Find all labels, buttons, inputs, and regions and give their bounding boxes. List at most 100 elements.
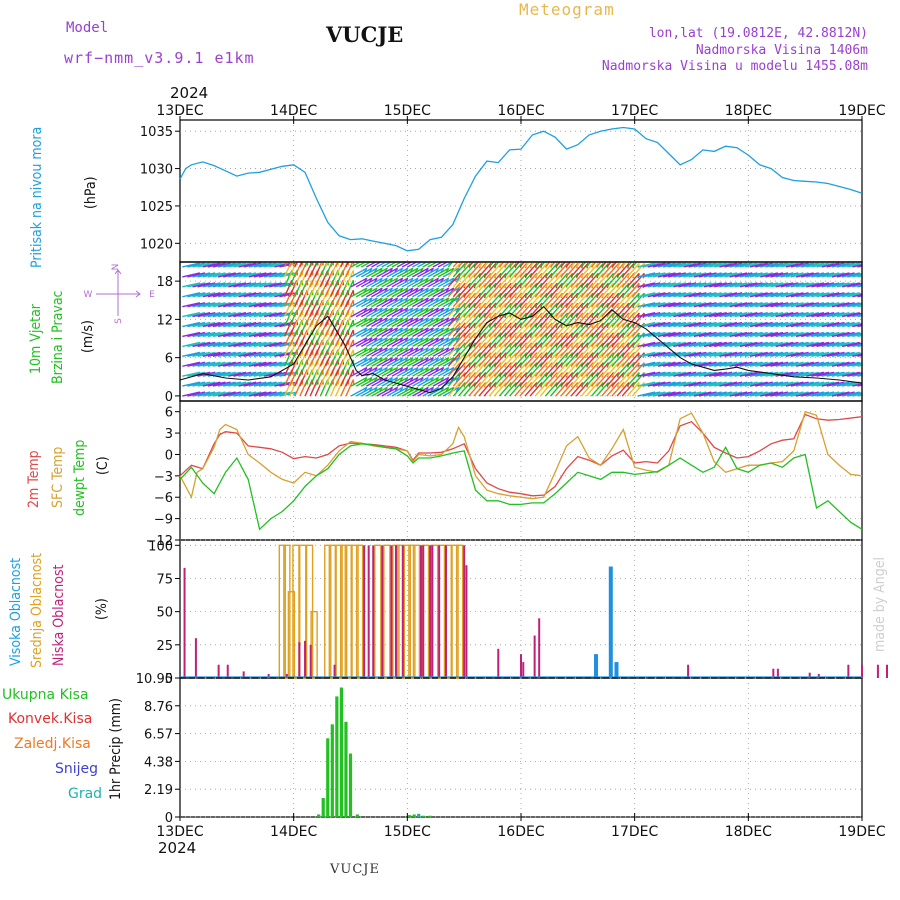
mid-cloud-bar xyxy=(344,544,352,679)
rain-bar xyxy=(408,815,412,817)
legend-konvek: Konvek.Kisa xyxy=(8,711,93,727)
mid-cloud-bar xyxy=(335,544,343,679)
x-tick-label-top: 13DEC xyxy=(156,103,203,119)
wind-speed-line xyxy=(179,305,863,394)
meteogram-label: Meteogram xyxy=(519,0,615,19)
rain-bar xyxy=(412,814,416,817)
low-cloud-bar xyxy=(372,545,375,678)
rain-bar xyxy=(421,815,425,817)
low-cloud-bar xyxy=(183,567,186,678)
x-tick-label-bottom: 14DEC xyxy=(270,824,317,840)
x-tick-label-top: 19DEC xyxy=(838,103,885,119)
model-elevation-label: Nadmorska Visina u modelu 1455.08m xyxy=(601,59,868,74)
low-cloud-bar xyxy=(497,648,500,678)
rain-bar xyxy=(428,815,432,817)
low-cloud-bar xyxy=(772,668,775,678)
rain-bar xyxy=(330,724,334,817)
compass-east: E xyxy=(149,290,155,300)
rain-bar xyxy=(339,687,344,817)
mid-cloud-bar xyxy=(292,544,300,679)
compass-west: W xyxy=(84,290,93,300)
legend-grad: Grad xyxy=(68,786,103,802)
low-cloud-bar xyxy=(847,664,850,678)
low-cloud-bar xyxy=(226,664,229,678)
low-cloud-bar xyxy=(394,545,397,678)
model-label: Model xyxy=(66,20,109,36)
mid-cloud-bar xyxy=(355,544,364,679)
mid-cloud-bar xyxy=(383,544,391,679)
legend-zaledj: Zaledj.Kisa xyxy=(14,736,91,752)
y-tick-label: 6 xyxy=(165,352,173,367)
low-cloud-bar xyxy=(285,674,288,678)
rain-bar xyxy=(335,696,339,817)
low-cloud-bar xyxy=(808,672,811,678)
low-cloud-bar xyxy=(463,545,466,678)
rain-bar xyxy=(344,721,348,817)
y-tick-label: 3 xyxy=(165,427,173,442)
low-cloud-bar xyxy=(431,545,434,678)
y-tick-label: 1025 xyxy=(140,200,173,215)
low-cloud-bar xyxy=(465,565,468,678)
pressure-line xyxy=(179,126,863,252)
y-tick-label: 0 xyxy=(165,672,173,687)
low-cloud-bar xyxy=(217,664,220,678)
low-cloud-bar xyxy=(520,654,522,678)
rain-bar xyxy=(326,738,330,817)
y-tick-label: 100 xyxy=(148,539,173,554)
low-cloud-bar xyxy=(522,662,525,678)
x-tick-label-bottom: 16DEC xyxy=(497,824,544,840)
x-tick-label-bottom: 17DEC xyxy=(611,824,658,840)
rain-bar xyxy=(317,814,321,817)
low-cloud-bar xyxy=(367,545,370,678)
y-tick-label: 0 xyxy=(165,390,173,405)
y-tick-label: 1030 xyxy=(140,163,173,178)
low-cloud-bar xyxy=(309,644,312,678)
low-cloud-bar xyxy=(304,640,307,678)
high-cloud-bar xyxy=(614,662,619,678)
low-cloud-bar xyxy=(401,545,404,678)
low-cloud-bar xyxy=(419,545,422,678)
year-bottom: 2024 xyxy=(158,839,197,857)
low-cloud-bar xyxy=(687,664,690,678)
lonlat-label: lon,lat (19.0812E, 42.8812N) xyxy=(648,26,868,41)
x-tick-label-top: 14DEC xyxy=(270,103,317,119)
y-tick-label: −3 xyxy=(154,470,173,485)
legend-snijeg: Snijeg xyxy=(55,761,99,777)
y-tick-label: −6 xyxy=(154,491,173,506)
rain-bar xyxy=(321,797,325,817)
y-tick-label: 6.57 xyxy=(144,728,173,743)
y-tick-label: 8.76 xyxy=(144,700,173,715)
rain-bar xyxy=(355,814,359,817)
y-tick-label: 75 xyxy=(156,572,173,587)
low-cloud-bar xyxy=(861,664,863,678)
y-tick-label: −9 xyxy=(154,513,173,528)
low-cloud-bar xyxy=(194,638,197,678)
low-cloud-bar xyxy=(267,674,270,678)
y-tick-label: 1035 xyxy=(140,125,173,140)
wind-arrows xyxy=(182,262,862,397)
x-tick-label-bottom: 19DEC xyxy=(838,824,885,840)
low-cloud-bar xyxy=(886,664,889,678)
footer-station: VUCJE xyxy=(330,862,380,877)
wind-compass: N S W E xyxy=(84,264,156,324)
low-cloud-bar xyxy=(876,664,879,678)
mid-cloud-bar xyxy=(328,544,337,679)
low-cloud-bar xyxy=(817,674,820,678)
dewpt-line xyxy=(179,443,863,531)
y-tick-label: 50 xyxy=(156,606,173,621)
mid-cloud-bar xyxy=(408,544,416,679)
compass-south: S xyxy=(114,318,124,324)
low-cloud-bar xyxy=(438,545,441,678)
mid-cloud-bar xyxy=(374,544,382,679)
compass-north: N xyxy=(111,264,121,271)
y-tick-label: 0 xyxy=(165,811,173,826)
y-tick-label: 12 xyxy=(156,313,173,328)
x-tick-label-top: 16DEC xyxy=(497,103,544,119)
low-cloud-bar xyxy=(242,671,245,678)
rain-bar xyxy=(348,753,353,817)
low-cloud-bar xyxy=(422,545,425,678)
sfc-temp-line xyxy=(179,410,863,500)
y-tick-label: 0 xyxy=(165,448,173,463)
y-tick-label: 18 xyxy=(156,275,173,290)
low-cloud-bar xyxy=(429,545,432,678)
